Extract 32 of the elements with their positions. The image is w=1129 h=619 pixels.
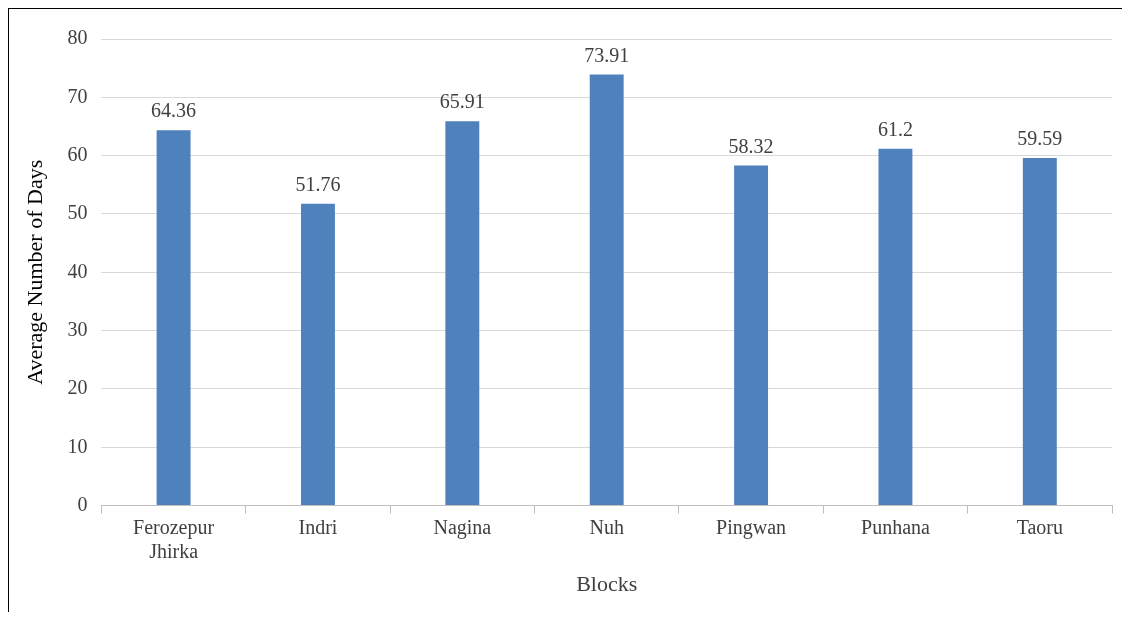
data-label: 59.59 xyxy=(1017,127,1063,150)
y-tick-label: 0 xyxy=(77,492,88,515)
x-tick-label: Nagina xyxy=(433,515,492,539)
y-tick-label: 80 xyxy=(67,26,88,49)
data-label: 65.91 xyxy=(439,90,485,113)
y-tick-label: 70 xyxy=(67,84,88,107)
x-tick-label: Nuh xyxy=(589,515,624,538)
x-tick-label: Ferozepur Jhirka xyxy=(133,515,215,562)
y-tick-label: 40 xyxy=(67,259,88,282)
y-tick-label: 10 xyxy=(67,434,88,457)
data-label: 51.76 xyxy=(295,172,341,195)
data-label: 64.36 xyxy=(151,99,197,122)
y-tick-label: 30 xyxy=(67,317,88,340)
y-tick-label: 50 xyxy=(67,201,88,224)
bar xyxy=(589,74,624,506)
y-axis-title: Average Number of Days xyxy=(21,159,47,385)
bar xyxy=(1022,158,1057,506)
data-label: 58.32 xyxy=(728,134,774,157)
bar xyxy=(300,203,335,506)
data-label: 73.91 xyxy=(584,43,630,66)
bar xyxy=(156,130,191,506)
x-tick-label: Taoru xyxy=(1016,515,1063,538)
x-tick-label: Punhana xyxy=(861,515,930,538)
bar xyxy=(734,165,769,506)
y-tick-label: 20 xyxy=(67,376,88,399)
x-tick-label: Pingwan xyxy=(716,515,787,539)
y-tick-label: 60 xyxy=(67,142,88,165)
x-axis-title: Blocks xyxy=(576,570,638,596)
bar xyxy=(878,148,913,506)
data-label: 61.2 xyxy=(877,117,913,140)
bar xyxy=(445,121,480,506)
x-tick-label: Indri xyxy=(298,515,338,538)
